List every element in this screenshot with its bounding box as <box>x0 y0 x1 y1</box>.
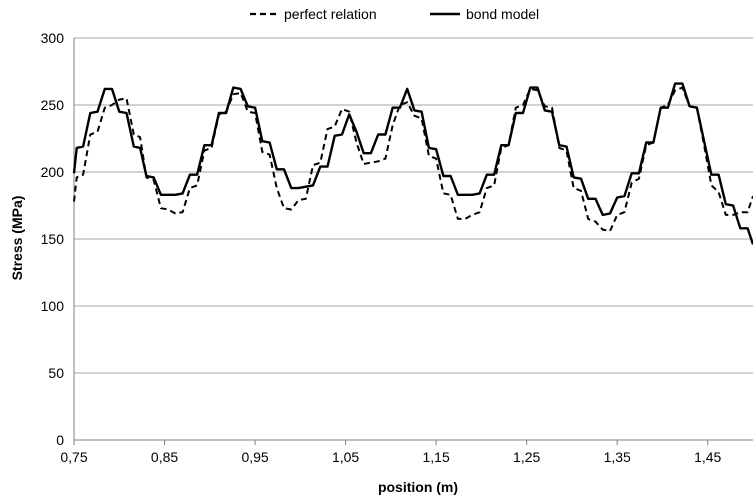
x-tick-label-1: 0,85 <box>151 449 178 465</box>
series-line-bond-model <box>72 82 753 245</box>
series-layer <box>72 82 753 245</box>
legend-label-perfect-relation: perfect relation <box>284 6 377 22</box>
y-tick-label-250: 250 <box>41 97 65 113</box>
y-axis-title: Stress (MPa) <box>9 196 25 281</box>
x-tick-label-0: 0,75 <box>60 449 87 465</box>
legend-item-perfect-relation: perfect relation <box>250 6 377 22</box>
x-tick-label-3: 1,05 <box>332 449 359 465</box>
x-tick-label-4: 1,15 <box>423 449 450 465</box>
x-tick-label-7: 1,45 <box>694 449 721 465</box>
grid-layer <box>74 37 753 374</box>
x-tick-label-6: 1,35 <box>604 449 631 465</box>
x-tick-label-5: 1,25 <box>513 449 540 465</box>
tick-layer: 0 50 100 150 200 250 300 0,75 0,85 0,95 1,05 1,15 1,… <box>41 30 722 465</box>
y-tick-label-150: 150 <box>41 231 65 247</box>
y-tick-label-50: 50 <box>48 365 64 381</box>
x-axis-title: position (m) <box>378 479 458 495</box>
x-tick-label-2: 0,95 <box>241 449 268 465</box>
y-tick-label-0: 0 <box>56 432 64 448</box>
legend: perfect relation bond model <box>250 6 539 22</box>
legend-label-bond-model: bond model <box>466 6 539 22</box>
legend-item-bond-model: bond model <box>430 6 539 22</box>
axis-layer <box>73 38 753 445</box>
y-tick-label-100: 100 <box>41 298 65 314</box>
series-line-perfect-relation <box>73 86 753 232</box>
y-tick-label-300: 300 <box>41 30 65 46</box>
y-tick-label-200: 200 <box>41 164 65 180</box>
